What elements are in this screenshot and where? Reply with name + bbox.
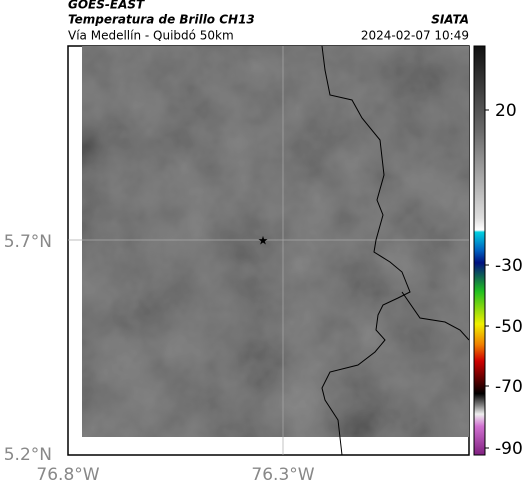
map: ★: [67, 45, 470, 456]
location: Vía Medellín - Quibdó 50km: [68, 29, 234, 43]
colorbar-scale: [473, 45, 486, 456]
source: SIATA: [431, 13, 469, 27]
subtitle: Temperatura de Brillo CH13: [68, 13, 255, 27]
satellite-texture: [82, 46, 469, 437]
colorbar-label: -90: [495, 439, 523, 459]
title: GOES-EAST: [68, 0, 145, 12]
border-line: [321, 45, 470, 456]
lon-label: 76.8°W: [36, 465, 99, 485]
colorbar: 20 -30 -50 -70 -90: [473, 45, 523, 459]
location-marker: ★: [258, 234, 269, 248]
lat-label: 5.7°N: [4, 232, 52, 252]
colorbar-label: -50: [495, 317, 523, 337]
lon-label: 76.3°W: [251, 465, 314, 485]
datetime: 2024-02-07 10:49: [361, 29, 469, 43]
colorbar-label: 20: [495, 101, 517, 121]
lat-label: 5.2°N: [4, 445, 52, 465]
colorbar-label: -70: [495, 377, 523, 397]
colorbar-label: -30: [495, 256, 523, 276]
